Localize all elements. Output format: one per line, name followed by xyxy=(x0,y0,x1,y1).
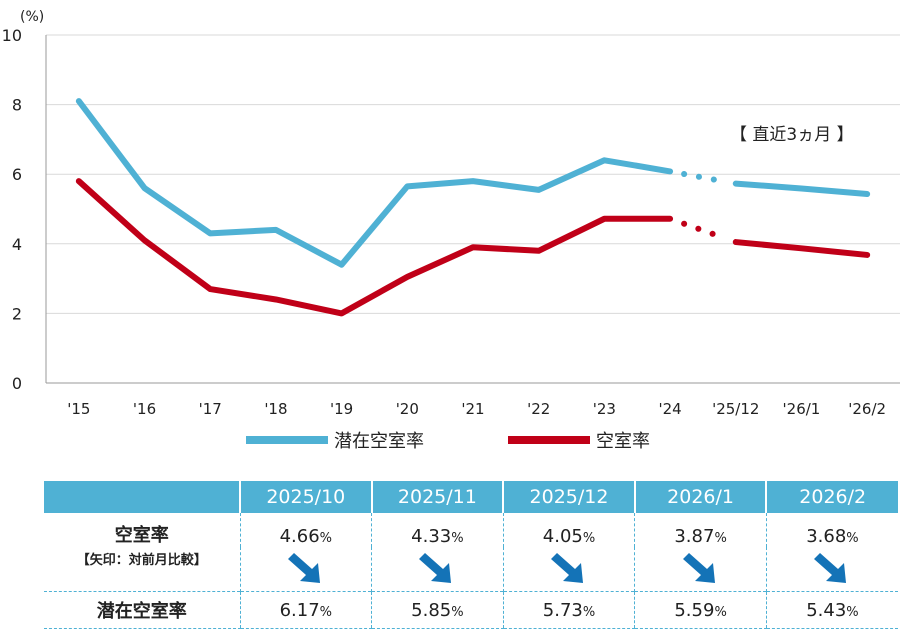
y-tick-labels: 0 2 4 6 8 10 xyxy=(2,26,22,393)
table-header-row: 2025/10 2025/11 2025/12 2026/1 2026/2 xyxy=(44,481,898,513)
vacancy-row: 空室率 4.66% 4.33% 4.05% 3.87% 3.68% xyxy=(44,513,898,547)
series-line-potential-monthly xyxy=(732,180,871,198)
percent-sign: % xyxy=(582,604,596,620)
series-line-potential-connector xyxy=(681,171,727,185)
legend-item-potential: 潜在空室率 xyxy=(246,426,424,454)
percent-sign: % xyxy=(319,531,333,546)
x-tick-label: '23 xyxy=(593,400,616,418)
potential-value: 5.43 xyxy=(806,599,847,621)
y-tick-label: 8 xyxy=(12,96,22,115)
series-line-vacancy-annual xyxy=(75,178,674,317)
series-lines xyxy=(75,98,871,317)
potential-value: 5.73 xyxy=(542,599,583,621)
y-tick-label: 2 xyxy=(12,304,22,323)
potential-cell: 5.59% xyxy=(634,591,767,629)
x-tick-label: '22 xyxy=(527,400,550,418)
arrow-down-right-icon xyxy=(419,553,452,583)
x-tick-labels: '15 '16 '17 '18 '19 '20 '21 '22 '23 '24 '25/12 '26/… xyxy=(67,400,886,418)
potential-cell: 5.43% xyxy=(765,591,898,629)
arrow-note: 【矢印：対前月比較】 xyxy=(76,553,207,568)
series-line-potential-annual xyxy=(75,98,674,268)
series-line-vacancy-connector xyxy=(681,220,727,241)
vacancy-row-label: 空室率 xyxy=(114,525,169,546)
arrow-down-right-icon xyxy=(550,553,583,583)
x-tick-label: '26/1 xyxy=(783,400,821,418)
x-tick-label: '20 xyxy=(396,400,419,418)
legend-swatch-potential xyxy=(246,436,328,444)
x-tick-label: '24 xyxy=(658,400,681,418)
x-tick-label: '21 xyxy=(461,400,484,418)
arrow-cell xyxy=(371,547,504,592)
vacancy-value: 4.05 xyxy=(542,526,583,547)
percent-sign: % xyxy=(846,531,859,546)
table-header-month: 2026/1 xyxy=(633,481,767,513)
vacancy-value: 3.87 xyxy=(674,526,715,547)
percent-sign: % xyxy=(451,531,464,546)
percent-sign: % xyxy=(451,604,464,620)
potential-cell: 5.73% xyxy=(502,591,635,629)
x-tick-label: '18 xyxy=(264,400,287,418)
table-header-month: 2025/10 xyxy=(239,481,372,513)
percent-sign: % xyxy=(582,531,596,546)
percent-sign: % xyxy=(714,604,727,620)
legend-swatch-vacancy xyxy=(508,436,590,444)
table-header-month: 2026/2 xyxy=(765,481,898,513)
arrow-cell xyxy=(634,547,767,592)
x-tick-label: '16 xyxy=(133,400,156,418)
potential-value: 5.85 xyxy=(411,599,452,621)
potential-value: 6.17 xyxy=(279,599,320,621)
x-tick-label: '15 xyxy=(67,400,90,418)
vacancy-cell: 4.66% xyxy=(239,513,372,547)
arrow-cell xyxy=(239,547,372,592)
x-tick-label: '19 xyxy=(330,400,353,418)
vacancy-value: 3.68 xyxy=(806,526,847,547)
table-header-blank xyxy=(44,481,240,513)
potential-cell: 5.85% xyxy=(371,591,504,629)
vacancy-value: 4.66 xyxy=(279,526,320,547)
y-unit-label: (%) xyxy=(20,9,44,25)
arrow-down-right-icon xyxy=(287,553,320,583)
axes xyxy=(45,35,900,384)
percent-sign: % xyxy=(846,604,859,620)
potential-cell: 6.17% xyxy=(239,591,372,629)
potential-row: 潜在空室率 6.17% 5.85% 5.73% 5.59% 5.43% xyxy=(44,591,898,629)
y-tick-label: 10 xyxy=(2,26,22,45)
potential-row-label: 潜在空室率 xyxy=(44,591,240,629)
line-chart: 0 2 4 6 8 10 '15 '16 '17 '18 '19 '20 '21 '22 '23 '24 '2… xyxy=(2,9,900,418)
arrow-cell xyxy=(765,547,898,592)
table-header-month: 2025/11 xyxy=(370,481,504,513)
legend-item-vacancy: 空室率 xyxy=(508,426,650,454)
gridlines xyxy=(46,34,900,314)
percent-sign: % xyxy=(714,531,727,546)
vacancy-cell: 3.87% xyxy=(634,513,767,547)
table-header-month: 2025/12 xyxy=(502,481,635,513)
y-tick-label: 6 xyxy=(12,165,22,184)
y-tick-label: 0 xyxy=(12,374,22,393)
recent-3-months-annotation: 【 直近3ヵ月 】 xyxy=(730,125,854,145)
legend-label-vacancy: 空室率 xyxy=(596,431,650,452)
y-tick-label: 4 xyxy=(12,235,22,254)
vacancy-cell: 3.68% xyxy=(765,513,898,547)
percent-sign: % xyxy=(319,604,333,620)
arrow-down-right-icon xyxy=(814,553,847,583)
x-tick-label: '26/2 xyxy=(848,400,886,418)
vacancy-cell: 4.05% xyxy=(502,513,635,547)
series-line-vacancy-monthly xyxy=(732,239,871,258)
recent-months-table: 2025/10 2025/11 2025/12 2026/1 2026/2 空室… xyxy=(44,481,898,629)
x-tick-label: '17 xyxy=(199,400,222,418)
potential-value: 5.59 xyxy=(674,599,715,621)
x-tick-label: '25/12 xyxy=(712,400,759,418)
arrow-down-right-icon xyxy=(682,553,715,583)
vacancy-value: 4.33 xyxy=(411,526,452,547)
legend-label-potential: 潜在空室率 xyxy=(334,431,424,452)
arrow-row: 【矢印：対前月比較】 xyxy=(44,547,898,592)
arrow-cell xyxy=(502,547,635,592)
vacancy-cell: 4.33% xyxy=(371,513,504,547)
